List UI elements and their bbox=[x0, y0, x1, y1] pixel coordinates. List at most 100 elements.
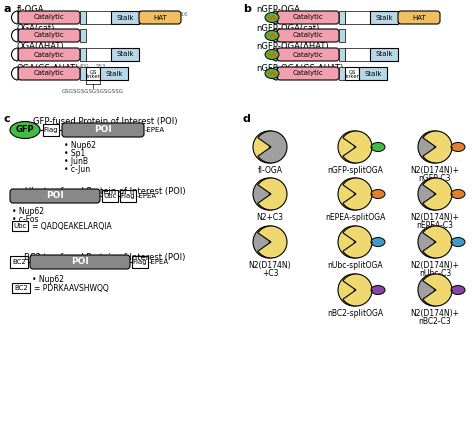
FancyBboxPatch shape bbox=[10, 189, 100, 203]
Bar bbox=[345, 11, 370, 24]
Bar bbox=[80, 67, 86, 80]
Text: N2(D174N)+: N2(D174N)+ bbox=[410, 261, 459, 270]
Text: • JunB: • JunB bbox=[64, 156, 88, 165]
Bar bbox=[12, 221, 28, 231]
Text: linker: linker bbox=[345, 73, 359, 79]
Wedge shape bbox=[338, 274, 368, 306]
Wedge shape bbox=[338, 178, 368, 210]
Text: OGA(cat): OGA(cat) bbox=[17, 24, 55, 34]
Text: fl-OGA: fl-OGA bbox=[257, 166, 283, 175]
Wedge shape bbox=[418, 226, 448, 258]
Text: N2(D174N)+: N2(D174N)+ bbox=[410, 166, 459, 175]
Wedge shape bbox=[418, 178, 448, 210]
Bar bbox=[370, 11, 398, 24]
Wedge shape bbox=[343, 226, 372, 258]
Text: N2(D174N)+: N2(D174N)+ bbox=[410, 309, 459, 318]
Text: nGFP-OGA: nGFP-OGA bbox=[256, 5, 300, 15]
Ellipse shape bbox=[371, 286, 385, 294]
Wedge shape bbox=[11, 48, 18, 61]
Bar bbox=[339, 48, 345, 61]
Ellipse shape bbox=[265, 69, 279, 79]
Text: Stalk: Stalk bbox=[116, 52, 134, 57]
Text: -EPEA: -EPEA bbox=[137, 193, 157, 199]
Wedge shape bbox=[338, 226, 368, 258]
Wedge shape bbox=[253, 178, 283, 210]
Bar bbox=[132, 256, 148, 268]
Text: • c-Jun: • c-Jun bbox=[64, 164, 90, 174]
Bar bbox=[120, 190, 136, 202]
Bar bbox=[12, 283, 30, 293]
FancyBboxPatch shape bbox=[18, 11, 80, 24]
FancyBboxPatch shape bbox=[277, 29, 339, 42]
Text: c: c bbox=[4, 114, 10, 124]
Bar bbox=[100, 67, 128, 80]
Text: GFP: GFP bbox=[16, 126, 34, 134]
Text: nUbc-splitOGA: nUbc-splitOGA bbox=[327, 261, 383, 270]
Text: POI: POI bbox=[94, 126, 112, 134]
Text: Stalk: Stalk bbox=[364, 71, 382, 76]
Bar bbox=[80, 29, 86, 42]
Ellipse shape bbox=[265, 50, 279, 60]
Wedge shape bbox=[418, 274, 448, 306]
Text: • Sp1: • Sp1 bbox=[64, 149, 85, 157]
Wedge shape bbox=[418, 131, 448, 163]
Wedge shape bbox=[423, 131, 452, 163]
Ellipse shape bbox=[371, 142, 385, 152]
Text: BC2: BC2 bbox=[14, 285, 28, 291]
Text: GS: GS bbox=[348, 69, 356, 75]
Text: HAT: HAT bbox=[153, 15, 167, 20]
Text: Stalk: Stalk bbox=[116, 15, 134, 20]
Text: GSGSGSGSGSGSGSSG: GSGSGSGSGSGSGSSG bbox=[62, 89, 124, 94]
FancyBboxPatch shape bbox=[139, 11, 181, 24]
Ellipse shape bbox=[371, 190, 385, 198]
Text: Catalytic: Catalytic bbox=[34, 15, 64, 20]
Text: Catalytic: Catalytic bbox=[292, 15, 323, 20]
Text: 706: 706 bbox=[143, 12, 153, 17]
Text: Stalk: Stalk bbox=[105, 71, 123, 76]
Wedge shape bbox=[253, 226, 283, 258]
Wedge shape bbox=[11, 67, 18, 80]
Text: a: a bbox=[4, 4, 11, 14]
Text: • Nup62: • Nup62 bbox=[32, 274, 64, 283]
Wedge shape bbox=[258, 131, 287, 163]
Text: fl-OGA: fl-OGA bbox=[17, 5, 45, 15]
Bar bbox=[86, 11, 111, 24]
FancyBboxPatch shape bbox=[277, 11, 339, 24]
Text: d: d bbox=[243, 114, 251, 124]
Wedge shape bbox=[343, 131, 372, 163]
Bar bbox=[111, 11, 139, 24]
Wedge shape bbox=[258, 178, 287, 210]
Wedge shape bbox=[11, 29, 18, 42]
Text: nEPEA-C3: nEPEA-C3 bbox=[417, 221, 454, 230]
Text: Catalytic: Catalytic bbox=[34, 52, 64, 57]
Wedge shape bbox=[271, 11, 277, 24]
Text: N2+C3: N2+C3 bbox=[256, 213, 283, 222]
Ellipse shape bbox=[265, 12, 279, 23]
Text: Stalk: Stalk bbox=[375, 52, 393, 57]
Ellipse shape bbox=[451, 286, 465, 294]
Text: b: b bbox=[243, 4, 251, 14]
Text: GFP-fused Protein of Interest (POI): GFP-fused Protein of Interest (POI) bbox=[33, 117, 177, 126]
Text: nBC2-splitOGA: nBC2-splitOGA bbox=[327, 309, 383, 318]
Bar bbox=[339, 29, 345, 42]
Text: +C3: +C3 bbox=[262, 269, 278, 278]
Text: BC2: BC2 bbox=[12, 259, 26, 265]
Bar bbox=[80, 11, 86, 24]
Bar bbox=[111, 48, 139, 61]
Bar bbox=[102, 190, 118, 202]
Text: nEPEA-splitOGA: nEPEA-splitOGA bbox=[325, 213, 385, 222]
Text: POI: POI bbox=[71, 258, 89, 267]
Bar bbox=[10, 256, 28, 268]
Bar bbox=[80, 48, 86, 61]
Wedge shape bbox=[258, 226, 287, 258]
Text: nUbc-C3: nUbc-C3 bbox=[419, 269, 451, 278]
Bar bbox=[359, 67, 387, 80]
Text: Ubc: Ubc bbox=[103, 193, 117, 199]
FancyBboxPatch shape bbox=[18, 67, 80, 80]
Text: = PDRKAAVSHWQQ: = PDRKAAVSHWQQ bbox=[34, 283, 109, 293]
Wedge shape bbox=[11, 11, 18, 24]
Text: OGA(ΔHAT): OGA(ΔHAT) bbox=[17, 42, 64, 52]
FancyBboxPatch shape bbox=[398, 11, 440, 24]
Text: 60: 60 bbox=[24, 12, 30, 17]
FancyBboxPatch shape bbox=[18, 48, 80, 61]
